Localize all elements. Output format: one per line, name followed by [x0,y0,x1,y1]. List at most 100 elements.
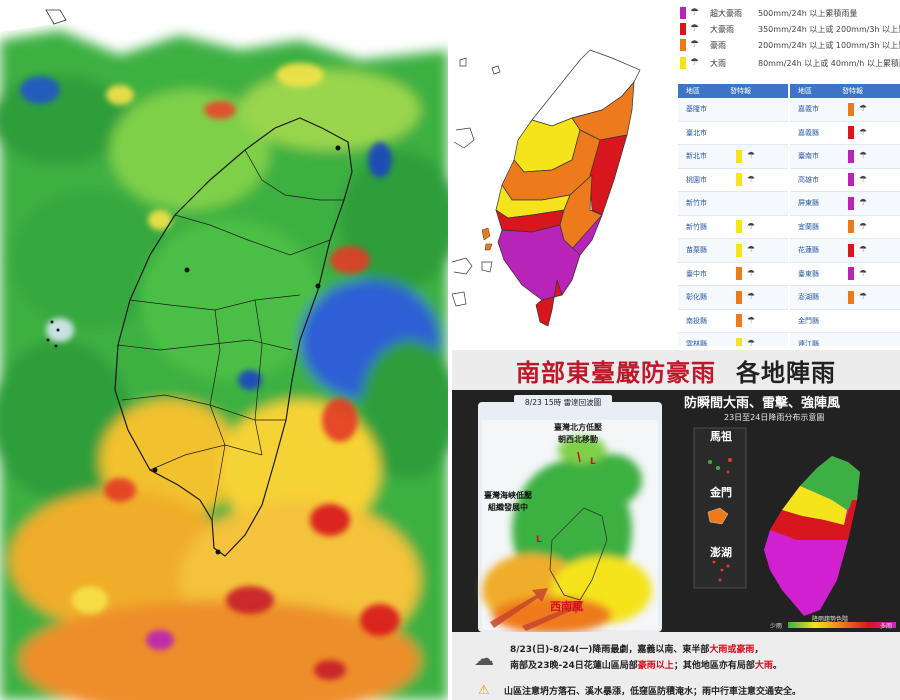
region-name: 新北市 [686,152,707,161]
warning-level-swatch [736,267,742,281]
rain-cloud-icon: ☂ [859,127,868,138]
warning-level-swatch [848,290,854,304]
scale-low-label: 少雨 [770,623,783,630]
region-name: 嘉義縣 [798,128,819,137]
region-name: 新竹縣 [686,222,707,231]
southwest-wind-label: 西南風 [550,600,583,613]
svg-text:L: L [536,535,542,545]
table-row: 連江縣 [790,333,900,346]
table-row: 臺東縣 ☂ [790,262,900,286]
infographic-graphics: L L [452,390,900,632]
warning-level-swatch [848,173,854,187]
warning-table-right: 地區 發特報 嘉義市 ☂ 嘉義縣 ☂ 臺南市 ☂ 高雄市 ☂ 屏東縣 ☂ 宜蘭縣 ☂ 花蓮縣 ☂ 臺東縣 ☂ 澎… [790,84,900,346]
table-row: 澎湖縣 ☂ [790,286,900,310]
rain-cloud-icon: ☂ [859,292,868,303]
region-name: 澎湖縣 [798,293,819,302]
rain-cloud-icon: ☂ [747,292,756,303]
warning-table-left: 地區 發特報 基隆市 臺北市 新北市 ☂ 桃園市 ☂ 新竹市 新竹縣 ☂ 苗栗縣 ☂ 臺中市 ☂ 彰化縣 ☂… [678,84,788,346]
safety-note: 山區注意坍方落石、溪水暴漲，低窪區防積淹水；雨中行車注意交通安全。 [504,687,802,697]
warning-level-swatch [848,243,854,257]
north-low-note-2: 朝西北移動 [558,435,598,444]
region-name: 桃園市 [686,175,707,184]
strait-low-note-2: 組織發展中 [488,503,528,512]
svg-text:L: L [590,457,596,467]
warning-level-swatch [848,126,854,140]
table-row: 臺北市 [678,121,788,145]
legend-swatch [680,57,686,69]
infographic-subtitle: 防瞬間大雨、雷擊、強陣風 [684,396,841,411]
rain-cloud-icon: ☂ [690,7,699,18]
region-name: 花蓮縣 [798,246,819,255]
rain-cloud-icon: ☂ [747,221,756,232]
warning-level-swatch [848,102,854,116]
island-label-kinmen: 金門 [710,486,732,499]
warning-level-swatch [736,220,742,234]
warning-level-swatch [848,220,854,234]
rain-cloud-icon: ☂ [747,245,756,256]
legend-super-torrential: ☂ 超大豪雨 500mm/24h 以上累積雨量 [680,4,857,22]
region-name: 臺南市 [798,152,819,161]
rain-cloud-icon: ☂ [747,151,756,162]
rain-cloud-icon: ☂ [859,221,868,232]
region-name: 嘉義市 [798,105,819,114]
infographic-title: 南部東臺嚴防豪雨 各地陣雨 [452,350,900,390]
rain-scale-bar [788,622,896,628]
region-name: 高雄市 [798,175,819,184]
table-row: 彰化縣 ☂ [678,286,788,310]
legend-extremely-torrential: ☂ 大豪雨 350mm/24h 以上或 200mm/3h 以上累積雨量 [680,20,900,38]
forecast-text-bar [452,632,900,700]
warning-level-swatch [736,149,742,163]
rain-cloud-icon: ☂ [690,39,699,50]
region-name: 宜蘭縣 [798,222,819,231]
warning-level-swatch [736,337,742,346]
table-row: 臺中市 ☂ [678,262,788,286]
region-name: 金門縣 [798,316,819,325]
island-label-matsu: 馬祖 [710,430,732,443]
table-row: 新北市 ☂ [678,145,788,169]
table-row: 新竹市 [678,192,788,216]
table-row: 雲林縣 ☂ [678,333,788,346]
table-row: 金門縣 [790,309,900,333]
rain-cloud-icon: ☂ [747,268,756,279]
scale-title: 降雨趨勢色階 [812,616,849,623]
strait-low-note-1: 臺灣海峽低壓 [484,491,532,500]
warning-level-swatch [736,290,742,304]
legend-torrential: ☂ 豪雨 200mm/24h 以上或 100mm/3h 以上累積雨量 [680,36,900,54]
forecast-line-2: 南部及23晚-24日花蓮山區局部豪雨以上；其他地區亦有局部大雨。 [510,661,782,671]
island-label-penghu: 澎湖 [710,546,732,559]
legend-heavy-rain: ☂ 大雨 80mm/24h 以上或 40mm/h 以上累積雨量 [680,54,900,72]
rain-cloud-icon: ☂ [859,198,868,209]
warning-level-swatch [736,243,742,257]
table-row: 苗栗縣 ☂ [678,239,788,263]
rain-cloud-icon: ☂ [747,315,756,326]
region-name: 基隆市 [686,105,707,114]
radar-time-tag: 8/23 15時 雷達回波圖 [514,395,612,409]
region-name: 臺中市 [686,269,707,278]
warning-level-swatch [736,314,742,328]
north-low-note-1: 臺灣北方低壓 [554,423,602,432]
warning-level-swatch [736,173,742,187]
forecast-line-1: 8/23(日)-8/24(一)降雨最劇，嘉義以南、東半部大雨或豪雨， [510,645,764,655]
table-row: 屏東縣 ☂ [790,192,900,216]
table-row: 花蓮縣 ☂ [790,239,900,263]
table-header: 地區 發特報 [678,84,788,98]
table-row: 嘉義縣 ☂ [790,121,900,145]
table-row: 臺南市 ☂ [790,145,900,169]
warning-map [452,49,641,327]
table-row: 新竹縣 ☂ [678,215,788,239]
region-name: 新竹市 [686,199,707,208]
rain-cloud-icon: ☂ [859,268,868,279]
scale-high-label: 多雨 [880,623,893,630]
region-name: 南投縣 [686,316,707,325]
radar-echo-map [0,0,448,700]
rain-cloud-icon: ☂ [747,174,756,185]
region-name: 彰化縣 [686,293,707,302]
legend-swatch [680,39,686,51]
rain-cloud-icon: ☂ [859,104,868,115]
rain-cloud-icon: ☂ [859,174,868,185]
table-row: 桃園市 ☂ [678,168,788,192]
region-name: 臺東縣 [798,269,819,278]
taiwan-outline [114,117,353,557]
forecast-infographic: 南部東臺嚴防豪雨 各地陣雨 [452,350,900,700]
